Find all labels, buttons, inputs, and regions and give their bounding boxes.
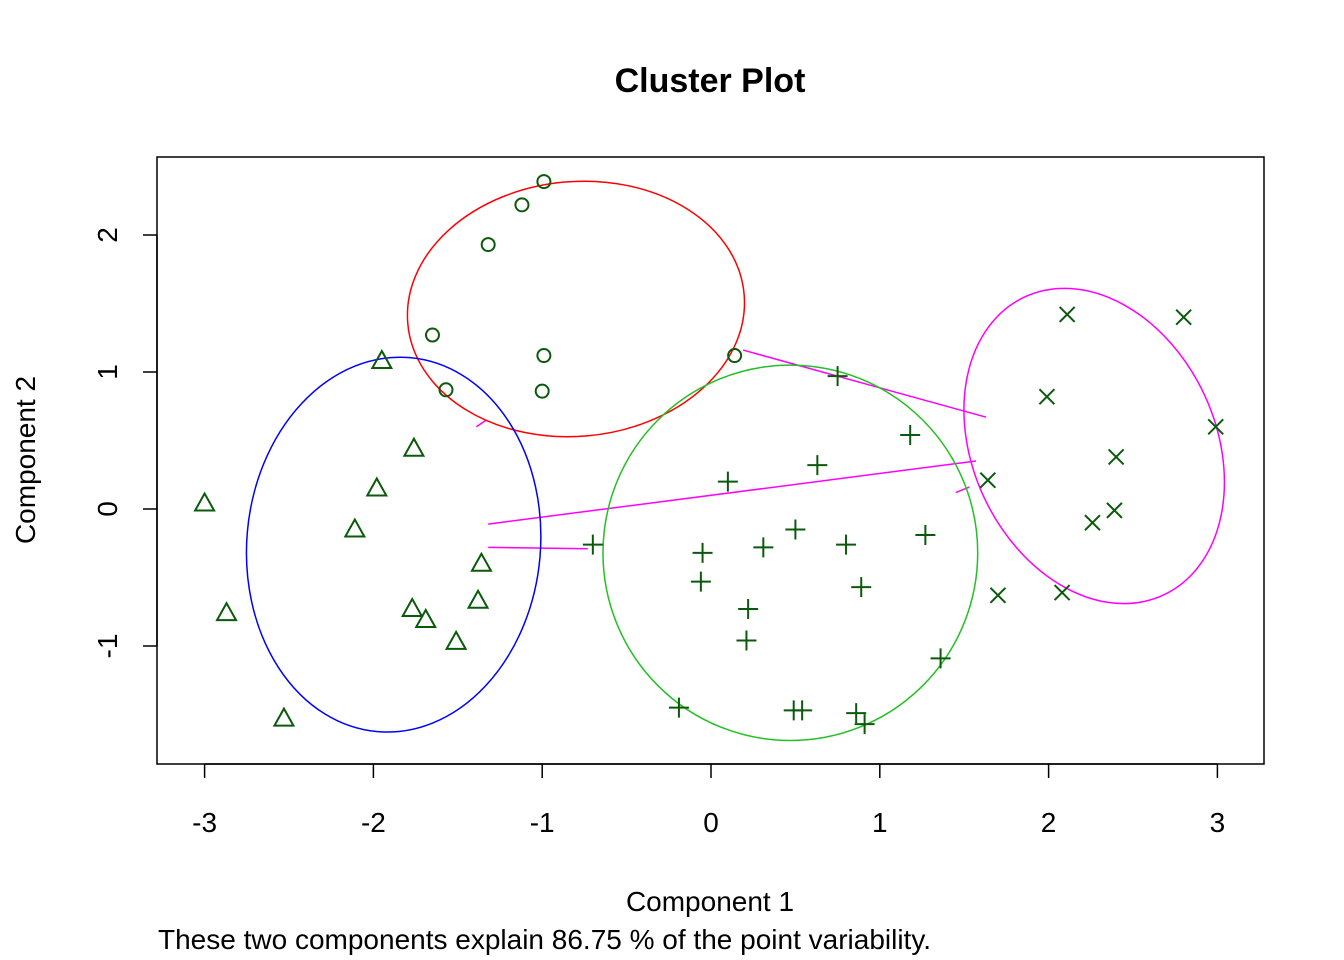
cluster-3-point bbox=[582, 534, 603, 555]
cluster-2-point bbox=[414, 607, 437, 628]
cluster-3-point bbox=[692, 542, 713, 563]
plot-frame bbox=[156, 156, 1265, 765]
cluster-3-point bbox=[792, 700, 813, 721]
connector-line bbox=[475, 419, 487, 428]
ellipses-layer bbox=[245, 180, 1226, 742]
cluster-4-point bbox=[1175, 308, 1192, 326]
cluster-2-point bbox=[272, 706, 296, 727]
cluster-3-ellipse bbox=[602, 364, 979, 742]
connector-line bbox=[488, 460, 977, 525]
cluster-3-point bbox=[753, 537, 774, 558]
connector-line bbox=[742, 349, 987, 418]
cluster-4-point bbox=[1058, 306, 1076, 323]
y-tick-label: -1 bbox=[92, 634, 123, 659]
y-tick-label: 1 bbox=[92, 364, 123, 380]
y-axis-label: Component 2 bbox=[10, 376, 41, 544]
cluster-1-point bbox=[424, 327, 440, 343]
cluster-2-point bbox=[401, 596, 424, 618]
y-axis: -1 0 1 2 bbox=[92, 227, 158, 659]
cluster-1-ellipse bbox=[406, 180, 746, 438]
cluster-2-point bbox=[470, 551, 493, 572]
cluster-3-point bbox=[836, 534, 857, 555]
cluster-3-point bbox=[900, 425, 921, 446]
cluster-4-point bbox=[1038, 388, 1056, 405]
cluster-3-point bbox=[717, 471, 738, 492]
cluster-1-point bbox=[727, 348, 743, 364]
cluster-2-point bbox=[215, 601, 238, 622]
cluster-2-point bbox=[402, 436, 426, 457]
cluster-4-point bbox=[1207, 418, 1224, 436]
cluster-2-point bbox=[370, 348, 394, 370]
cluster-2-point bbox=[365, 476, 388, 497]
points-layer bbox=[193, 174, 1224, 735]
chart-subtitle: These two components explain 86.75 % of … bbox=[158, 924, 931, 955]
x-tick-label: -3 bbox=[192, 807, 217, 838]
cluster-1-point bbox=[536, 174, 552, 190]
x-tick-label: 3 bbox=[1210, 807, 1226, 838]
cluster-3-point bbox=[827, 366, 848, 387]
x-tick-label: -1 bbox=[530, 807, 555, 838]
x-tick-label: 0 bbox=[703, 807, 719, 838]
cluster-2-ellipse bbox=[245, 356, 542, 733]
cluster-4-point bbox=[1053, 584, 1071, 601]
cluster-4-ellipse bbox=[963, 287, 1226, 605]
y-tick-label: 0 bbox=[92, 501, 123, 517]
x-axis: -3 -2 -1 0 1 2 3 bbox=[192, 763, 1226, 838]
cluster-2-point bbox=[343, 517, 367, 538]
cluster-3-point bbox=[738, 599, 759, 620]
cluster-3-point bbox=[785, 519, 806, 540]
cluster-2-point bbox=[466, 588, 490, 609]
cluster-1-point bbox=[438, 382, 454, 398]
cluster-1-point bbox=[534, 383, 550, 399]
x-tick-label: 1 bbox=[872, 807, 888, 838]
cluster-1-point bbox=[536, 348, 552, 364]
cluster-3-point bbox=[930, 648, 951, 669]
chart-title: Cluster Plot bbox=[615, 62, 806, 100]
cluster-3-point bbox=[736, 630, 757, 651]
x-axis-label: Component 1 bbox=[626, 886, 794, 917]
cluster-3-point bbox=[690, 571, 711, 592]
cluster-3-point bbox=[668, 697, 689, 718]
cluster-3-point bbox=[915, 525, 936, 546]
connectors-layer bbox=[475, 349, 987, 550]
cluster-2-point bbox=[193, 491, 216, 512]
cluster-3-point bbox=[807, 455, 828, 476]
connector-line bbox=[955, 486, 970, 494]
cluster-4-point bbox=[989, 587, 1007, 604]
cluster-1-point bbox=[480, 237, 496, 253]
cluster-4-point bbox=[1084, 514, 1101, 531]
cluster-1-point bbox=[514, 197, 530, 213]
cluster-3-point bbox=[854, 714, 875, 735]
cluster-4-point bbox=[979, 472, 997, 489]
cluster-4-point bbox=[1107, 448, 1125, 466]
cluster-4-point bbox=[1106, 502, 1123, 519]
connector-line bbox=[488, 546, 588, 550]
cluster-2-point bbox=[444, 629, 468, 650]
x-tick-label: 2 bbox=[1041, 807, 1057, 838]
cluster-3-point bbox=[851, 577, 872, 598]
cluster-3-point bbox=[846, 703, 867, 724]
y-tick-label: 2 bbox=[92, 227, 123, 243]
x-tick-label: -2 bbox=[361, 807, 386, 838]
